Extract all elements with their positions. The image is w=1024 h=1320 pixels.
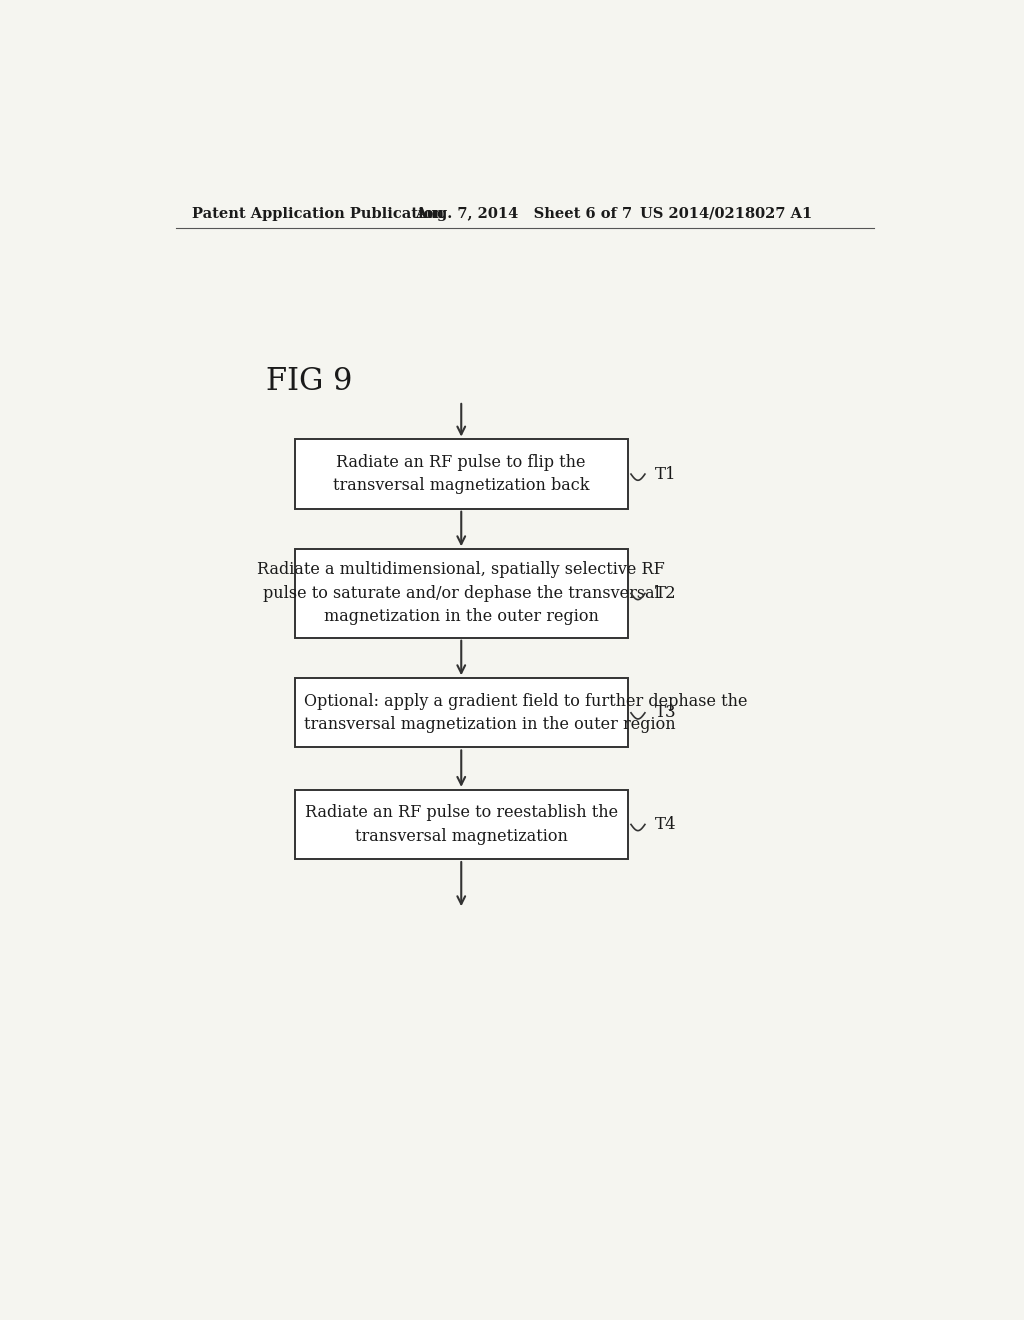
Text: T4: T4 xyxy=(655,816,677,833)
Text: US 2014/0218027 A1: US 2014/0218027 A1 xyxy=(640,207,812,220)
Text: Radiate an RF pulse to flip the
transversal magnetization back: Radiate an RF pulse to flip the transver… xyxy=(333,454,590,495)
Text: Aug. 7, 2014   Sheet 6 of 7: Aug. 7, 2014 Sheet 6 of 7 xyxy=(415,207,632,220)
Text: T3: T3 xyxy=(655,705,677,721)
Bar xyxy=(295,549,628,638)
Bar xyxy=(295,440,628,508)
Text: T1: T1 xyxy=(655,466,677,483)
Bar xyxy=(295,678,628,747)
Bar xyxy=(295,789,628,859)
Text: Patent Application Publication: Patent Application Publication xyxy=(191,207,443,220)
Text: Radiate a multidimensional, spatially selective RF
pulse to saturate and/or deph: Radiate a multidimensional, spatially se… xyxy=(257,561,666,626)
Text: Optional: apply a gradient field to further dephase the
transversal magnetizatio: Optional: apply a gradient field to furt… xyxy=(304,693,748,733)
Text: FIG 9: FIG 9 xyxy=(266,366,352,397)
Text: Radiate an RF pulse to reestablish the
transversal magnetization: Radiate an RF pulse to reestablish the t… xyxy=(305,804,617,845)
Text: T2: T2 xyxy=(655,585,677,602)
